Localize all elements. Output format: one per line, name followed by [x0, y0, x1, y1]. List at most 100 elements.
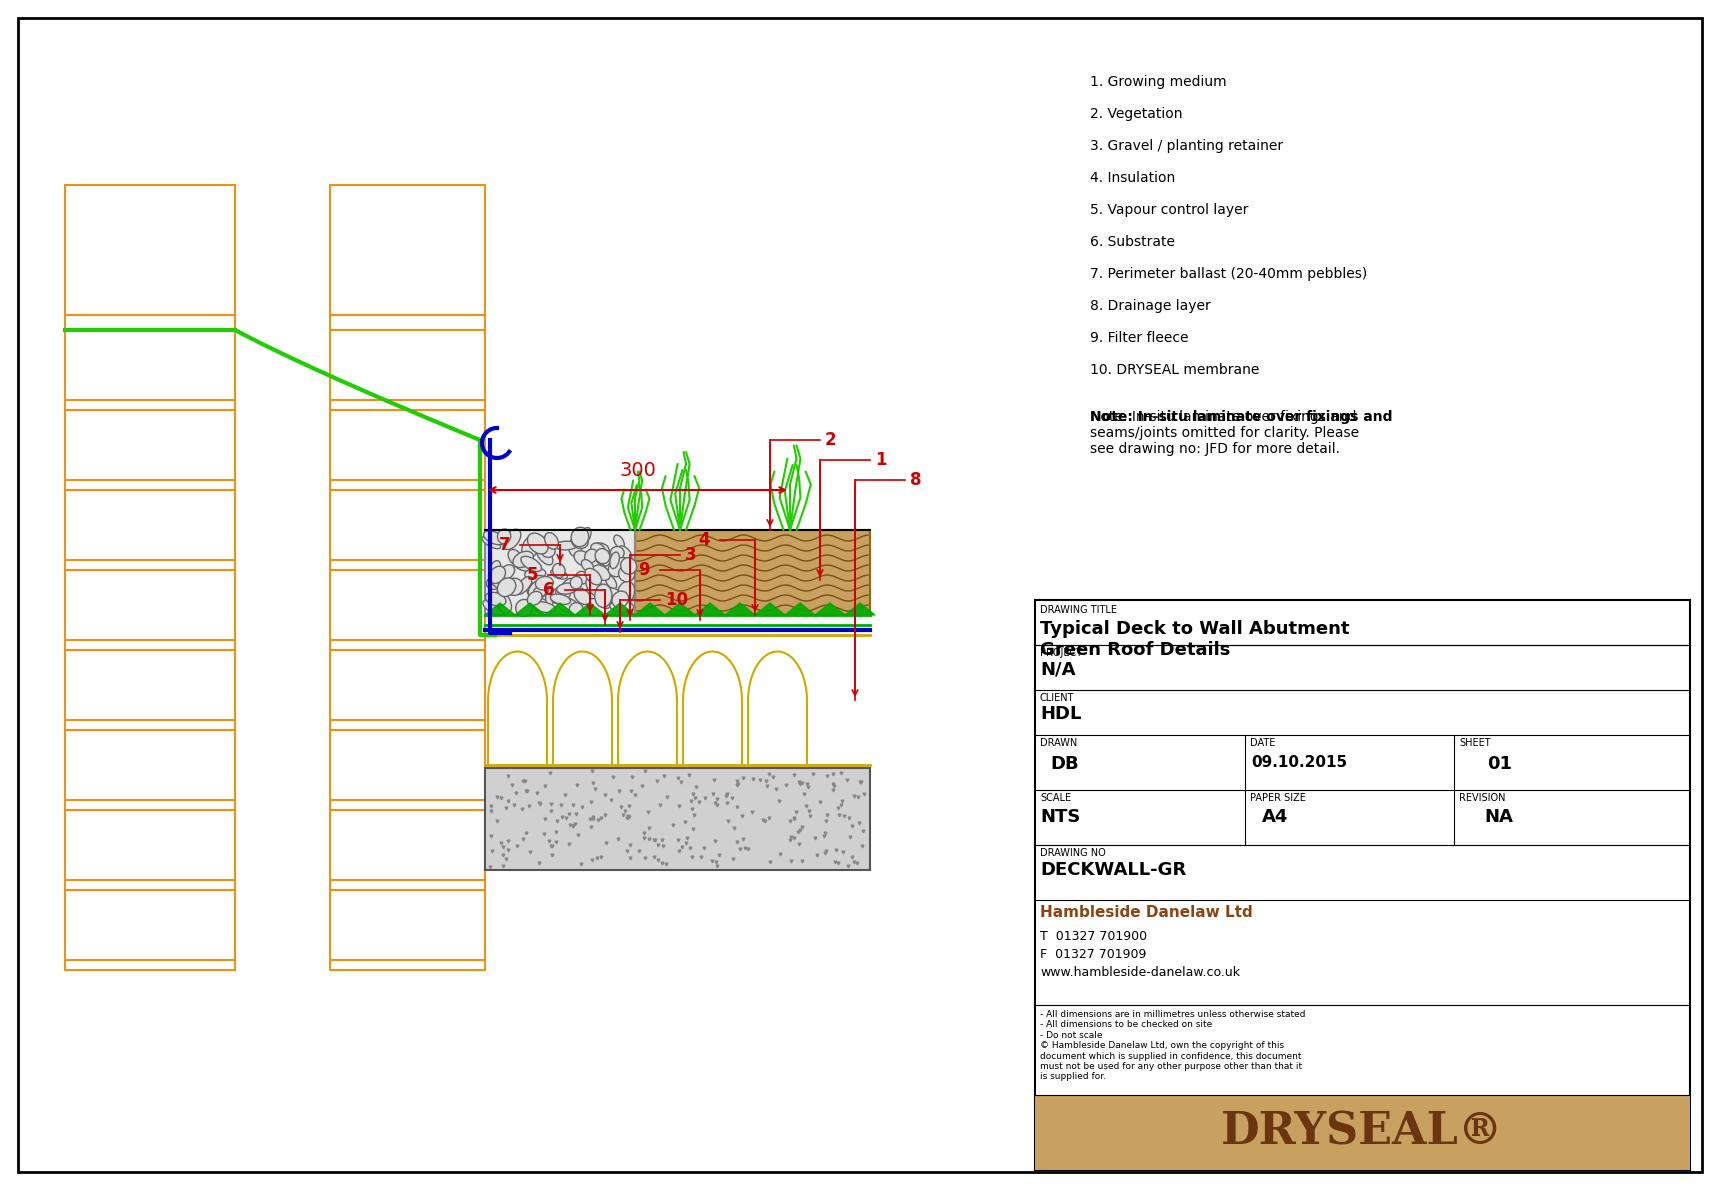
- Ellipse shape: [525, 568, 545, 580]
- Polygon shape: [666, 603, 695, 615]
- Ellipse shape: [545, 533, 559, 549]
- Ellipse shape: [483, 531, 506, 545]
- Bar: [635, 530, 870, 615]
- Bar: [330, 315, 485, 330]
- Text: 7: 7: [499, 536, 511, 555]
- Ellipse shape: [609, 601, 633, 613]
- Ellipse shape: [578, 527, 592, 545]
- Ellipse shape: [533, 599, 552, 614]
- Text: 6. Substrate: 6. Substrate: [1090, 234, 1175, 249]
- Ellipse shape: [497, 578, 516, 596]
- Text: F  01327 701909: F 01327 701909: [1041, 948, 1146, 962]
- Ellipse shape: [617, 546, 631, 562]
- Polygon shape: [485, 603, 514, 615]
- Text: Typical Deck to Wall Abutment
Green Roof Details: Typical Deck to Wall Abutment Green Roof…: [1041, 620, 1350, 659]
- Text: HDL: HDL: [1041, 704, 1082, 724]
- Ellipse shape: [569, 538, 581, 553]
- Bar: [65, 890, 236, 960]
- Polygon shape: [755, 603, 784, 615]
- Ellipse shape: [590, 543, 605, 557]
- Ellipse shape: [488, 566, 506, 583]
- Bar: [330, 330, 485, 400]
- Text: PAPER SIZE: PAPER SIZE: [1250, 793, 1305, 803]
- Text: A4: A4: [1261, 808, 1288, 826]
- Bar: [330, 480, 485, 490]
- Bar: [65, 490, 236, 560]
- Ellipse shape: [556, 585, 571, 600]
- Ellipse shape: [585, 549, 597, 563]
- Bar: [65, 720, 236, 729]
- Ellipse shape: [597, 596, 611, 608]
- Bar: [330, 879, 485, 890]
- Ellipse shape: [488, 560, 501, 580]
- Ellipse shape: [602, 552, 611, 566]
- Ellipse shape: [507, 550, 523, 566]
- Bar: [1035, 600, 1691, 1170]
- Text: www.hambleside-danelaw.co.uk: www.hambleside-danelaw.co.uk: [1041, 966, 1240, 979]
- Text: SCALE: SCALE: [1041, 793, 1072, 803]
- Bar: [330, 184, 485, 315]
- Bar: [330, 960, 485, 970]
- Polygon shape: [815, 603, 845, 615]
- Polygon shape: [605, 603, 635, 615]
- Bar: [330, 800, 485, 810]
- Bar: [330, 640, 485, 650]
- Ellipse shape: [557, 583, 578, 594]
- Ellipse shape: [619, 565, 635, 582]
- Polygon shape: [726, 603, 755, 615]
- Ellipse shape: [487, 576, 502, 589]
- Ellipse shape: [569, 539, 581, 557]
- Polygon shape: [695, 603, 726, 615]
- Ellipse shape: [497, 580, 516, 597]
- Ellipse shape: [528, 533, 549, 555]
- Text: 2. Vegetation: 2. Vegetation: [1090, 107, 1183, 121]
- Ellipse shape: [574, 588, 590, 605]
- Bar: [65, 480, 236, 490]
- Bar: [65, 650, 236, 720]
- Bar: [65, 330, 236, 400]
- Text: REVISION: REVISION: [1459, 793, 1505, 803]
- Text: Note: In-situ laminate over fixings and
seams/joints omitted for clarity. Please: Note: In-situ laminate over fixings and …: [1090, 411, 1359, 457]
- Ellipse shape: [574, 551, 592, 566]
- Ellipse shape: [552, 564, 566, 577]
- Ellipse shape: [488, 574, 502, 588]
- Ellipse shape: [587, 578, 602, 596]
- Polygon shape: [635, 603, 666, 615]
- Text: DB: DB: [1051, 754, 1080, 774]
- Ellipse shape: [550, 594, 571, 605]
- Text: 10. DRYSEAL membrane: 10. DRYSEAL membrane: [1090, 363, 1259, 377]
- Bar: [65, 411, 236, 480]
- Ellipse shape: [595, 551, 611, 564]
- Text: 3. Gravel / planting retainer: 3. Gravel / planting retainer: [1090, 139, 1283, 154]
- Text: 2: 2: [826, 431, 836, 449]
- Ellipse shape: [611, 552, 619, 569]
- Text: 5: 5: [526, 566, 538, 584]
- Ellipse shape: [483, 600, 502, 615]
- Ellipse shape: [526, 580, 544, 600]
- Ellipse shape: [587, 587, 599, 599]
- Bar: [330, 570, 485, 640]
- Ellipse shape: [521, 536, 540, 558]
- Ellipse shape: [556, 541, 578, 550]
- Ellipse shape: [557, 597, 578, 613]
- Bar: [330, 890, 485, 960]
- Ellipse shape: [571, 576, 581, 589]
- Ellipse shape: [545, 584, 554, 608]
- Text: DRAWING NO: DRAWING NO: [1041, 848, 1106, 858]
- Text: 8. Drainage layer: 8. Drainage layer: [1090, 299, 1211, 313]
- Text: PROJECT: PROJECT: [1041, 649, 1082, 658]
- Polygon shape: [545, 603, 574, 615]
- Ellipse shape: [506, 578, 523, 595]
- Ellipse shape: [614, 536, 624, 549]
- Text: T  01327 701900: T 01327 701900: [1041, 931, 1147, 942]
- Ellipse shape: [533, 587, 545, 596]
- Ellipse shape: [521, 556, 542, 571]
- Text: SHEET: SHEET: [1459, 738, 1491, 749]
- Text: 4: 4: [698, 531, 710, 549]
- Ellipse shape: [576, 571, 588, 584]
- Ellipse shape: [605, 575, 617, 589]
- Text: 7. Perimeter ballast (20-40mm pebbles): 7. Perimeter ballast (20-40mm pebbles): [1090, 267, 1367, 281]
- Text: - All dimensions are in millimetres unless otherwise stated
- All dimensions to : - All dimensions are in millimetres unle…: [1041, 1010, 1305, 1082]
- Ellipse shape: [604, 588, 621, 602]
- Text: DATE: DATE: [1250, 738, 1275, 749]
